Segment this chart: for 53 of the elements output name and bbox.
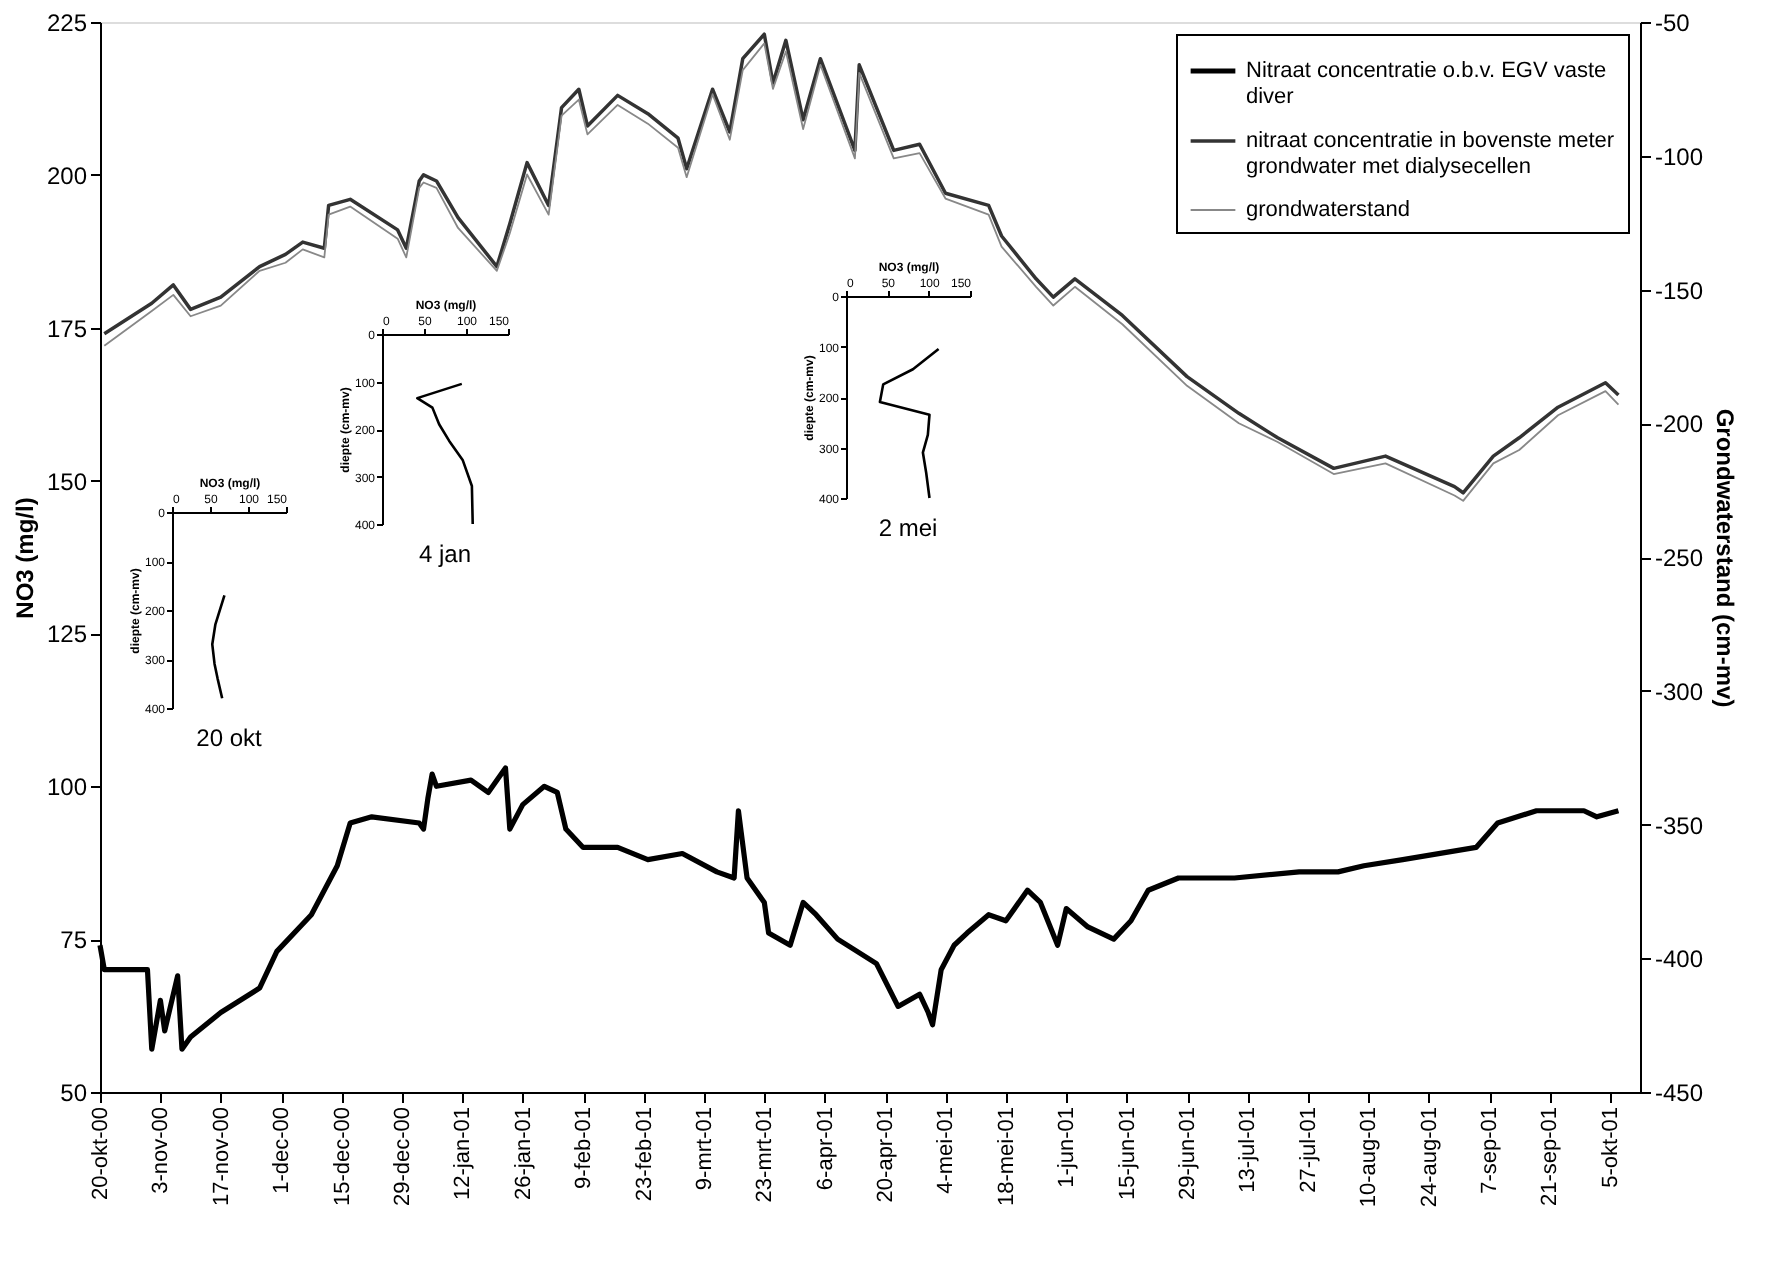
x-tick-label: 15-jun-01 bbox=[1115, 1107, 1140, 1200]
x-tick-label: 27-jul-01 bbox=[1296, 1107, 1321, 1193]
x-tick-label: 23-feb-01 bbox=[632, 1107, 657, 1202]
y2-axis-title: Grondwaterstand (cm-mv) bbox=[1711, 408, 1740, 708]
y2-tick-label: -400 bbox=[1655, 945, 1704, 974]
x-tick-label: 3-nov-00 bbox=[149, 1107, 174, 1194]
x-tick-label: 21-sep-01 bbox=[1538, 1107, 1563, 1207]
legend-label: grondwaterstand bbox=[1246, 198, 1410, 222]
x-tick-label: 29-jun-01 bbox=[1176, 1107, 1201, 1200]
y2-tick-label: -300 bbox=[1655, 677, 1704, 706]
x-tick-label: 4-mei-01 bbox=[934, 1107, 959, 1194]
text: 20 okt bbox=[196, 724, 264, 752]
y-tick-label: 50 bbox=[60, 1079, 88, 1107]
x-tick-label: 20-apr-01 bbox=[874, 1107, 899, 1203]
x-tick-label: 7-sep-01 bbox=[1478, 1107, 1503, 1194]
line-series bbox=[415, 382, 475, 526]
x-tick-label: 1-jun-01 bbox=[1055, 1107, 1080, 1188]
y2-tick-label: -150 bbox=[1655, 276, 1704, 305]
x-tick-label: 10-aug-01 bbox=[1357, 1107, 1382, 1208]
y-tick-label: 100 bbox=[46, 773, 88, 802]
line-series bbox=[210, 594, 226, 700]
y-tick-label: 200 bbox=[46, 161, 88, 190]
y-axis-title: NO3 (mg/l) bbox=[10, 497, 39, 619]
x-tick-label: 1-dec-00 bbox=[270, 1107, 295, 1194]
x-tick-label: 18-mei-01 bbox=[994, 1107, 1019, 1207]
x-tick-label: 29-dec-00 bbox=[390, 1107, 415, 1207]
x-tick-label: 6-apr-01 bbox=[813, 1107, 838, 1191]
x-tick-label: 9-mrt-01 bbox=[692, 1107, 717, 1191]
x-tick-label: 15-dec-00 bbox=[330, 1107, 355, 1207]
y-tick-label: 225 bbox=[46, 9, 88, 37]
y2-tick-label: -200 bbox=[1655, 410, 1704, 439]
x-tick-label: 26-jan-01 bbox=[511, 1107, 536, 1200]
y-tick-label: 125 bbox=[46, 620, 88, 649]
legend-label: nitraat concentratie in bovenste meter grondwater met dialysecellen bbox=[1246, 129, 1615, 179]
y-tick-label: 75 bbox=[60, 926, 88, 955]
x-tick-label: 24-aug-01 bbox=[1417, 1107, 1442, 1208]
y2-tick-label: -450 bbox=[1655, 1079, 1704, 1107]
x-tick-label: 17-nov-00 bbox=[209, 1107, 234, 1207]
legend-label: Nitraat concentratie o.b.v. EGV vaste diver bbox=[1246, 59, 1607, 109]
y2-tick-label: -50 bbox=[1655, 9, 1691, 37]
y-tick-label: 175 bbox=[46, 314, 88, 343]
text: 2 mei bbox=[878, 514, 938, 542]
x-tick-label: 13-jul-01 bbox=[1236, 1107, 1261, 1193]
y2-tick-label: -100 bbox=[1655, 142, 1704, 171]
x-tick-label: 5-okt-01 bbox=[1598, 1107, 1623, 1188]
y2-tick-label: -350 bbox=[1655, 811, 1704, 840]
line-series bbox=[878, 347, 940, 500]
x-tick-label: 23-mrt-01 bbox=[753, 1107, 778, 1203]
y2-tick-label: -250 bbox=[1655, 544, 1704, 572]
text: 4 jan bbox=[418, 540, 472, 568]
x-tick-label: 12-jan-01 bbox=[451, 1107, 476, 1200]
x-tick-label: 9-feb-01 bbox=[572, 1107, 597, 1189]
x-tick-label: 20-okt-00 bbox=[89, 1107, 113, 1200]
